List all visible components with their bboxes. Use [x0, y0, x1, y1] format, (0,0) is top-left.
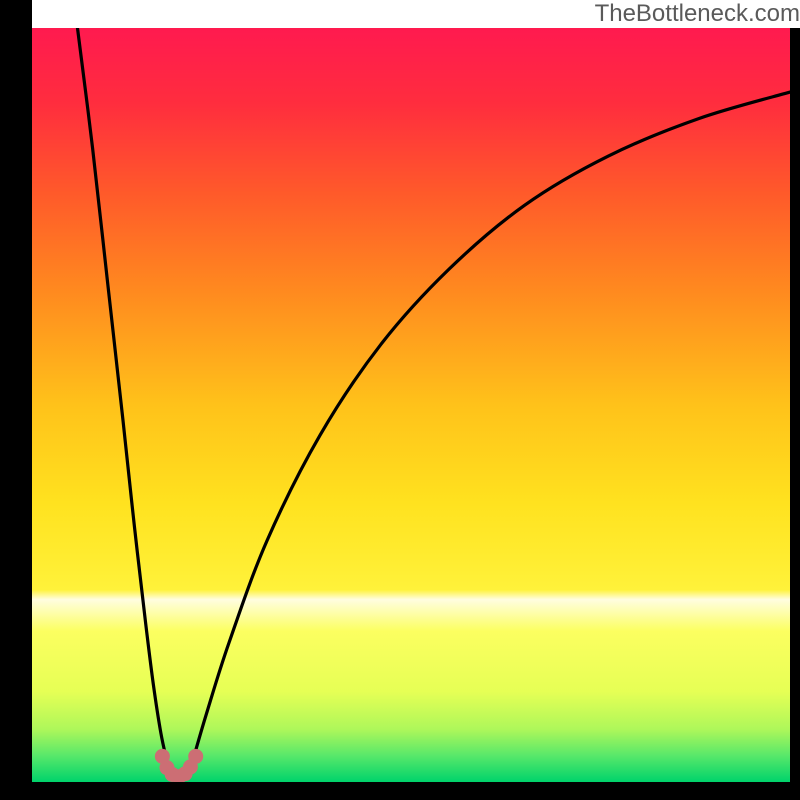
gradient-background — [32, 28, 790, 782]
watermark-text: TheBottleneck.com — [32, 0, 800, 28]
valley-marker — [189, 749, 203, 763]
bottleneck-chart-svg — [32, 28, 790, 782]
plot-area — [32, 28, 790, 782]
chart-container: { "watermark": { "text": "TheBottleneck.… — [0, 0, 800, 800]
